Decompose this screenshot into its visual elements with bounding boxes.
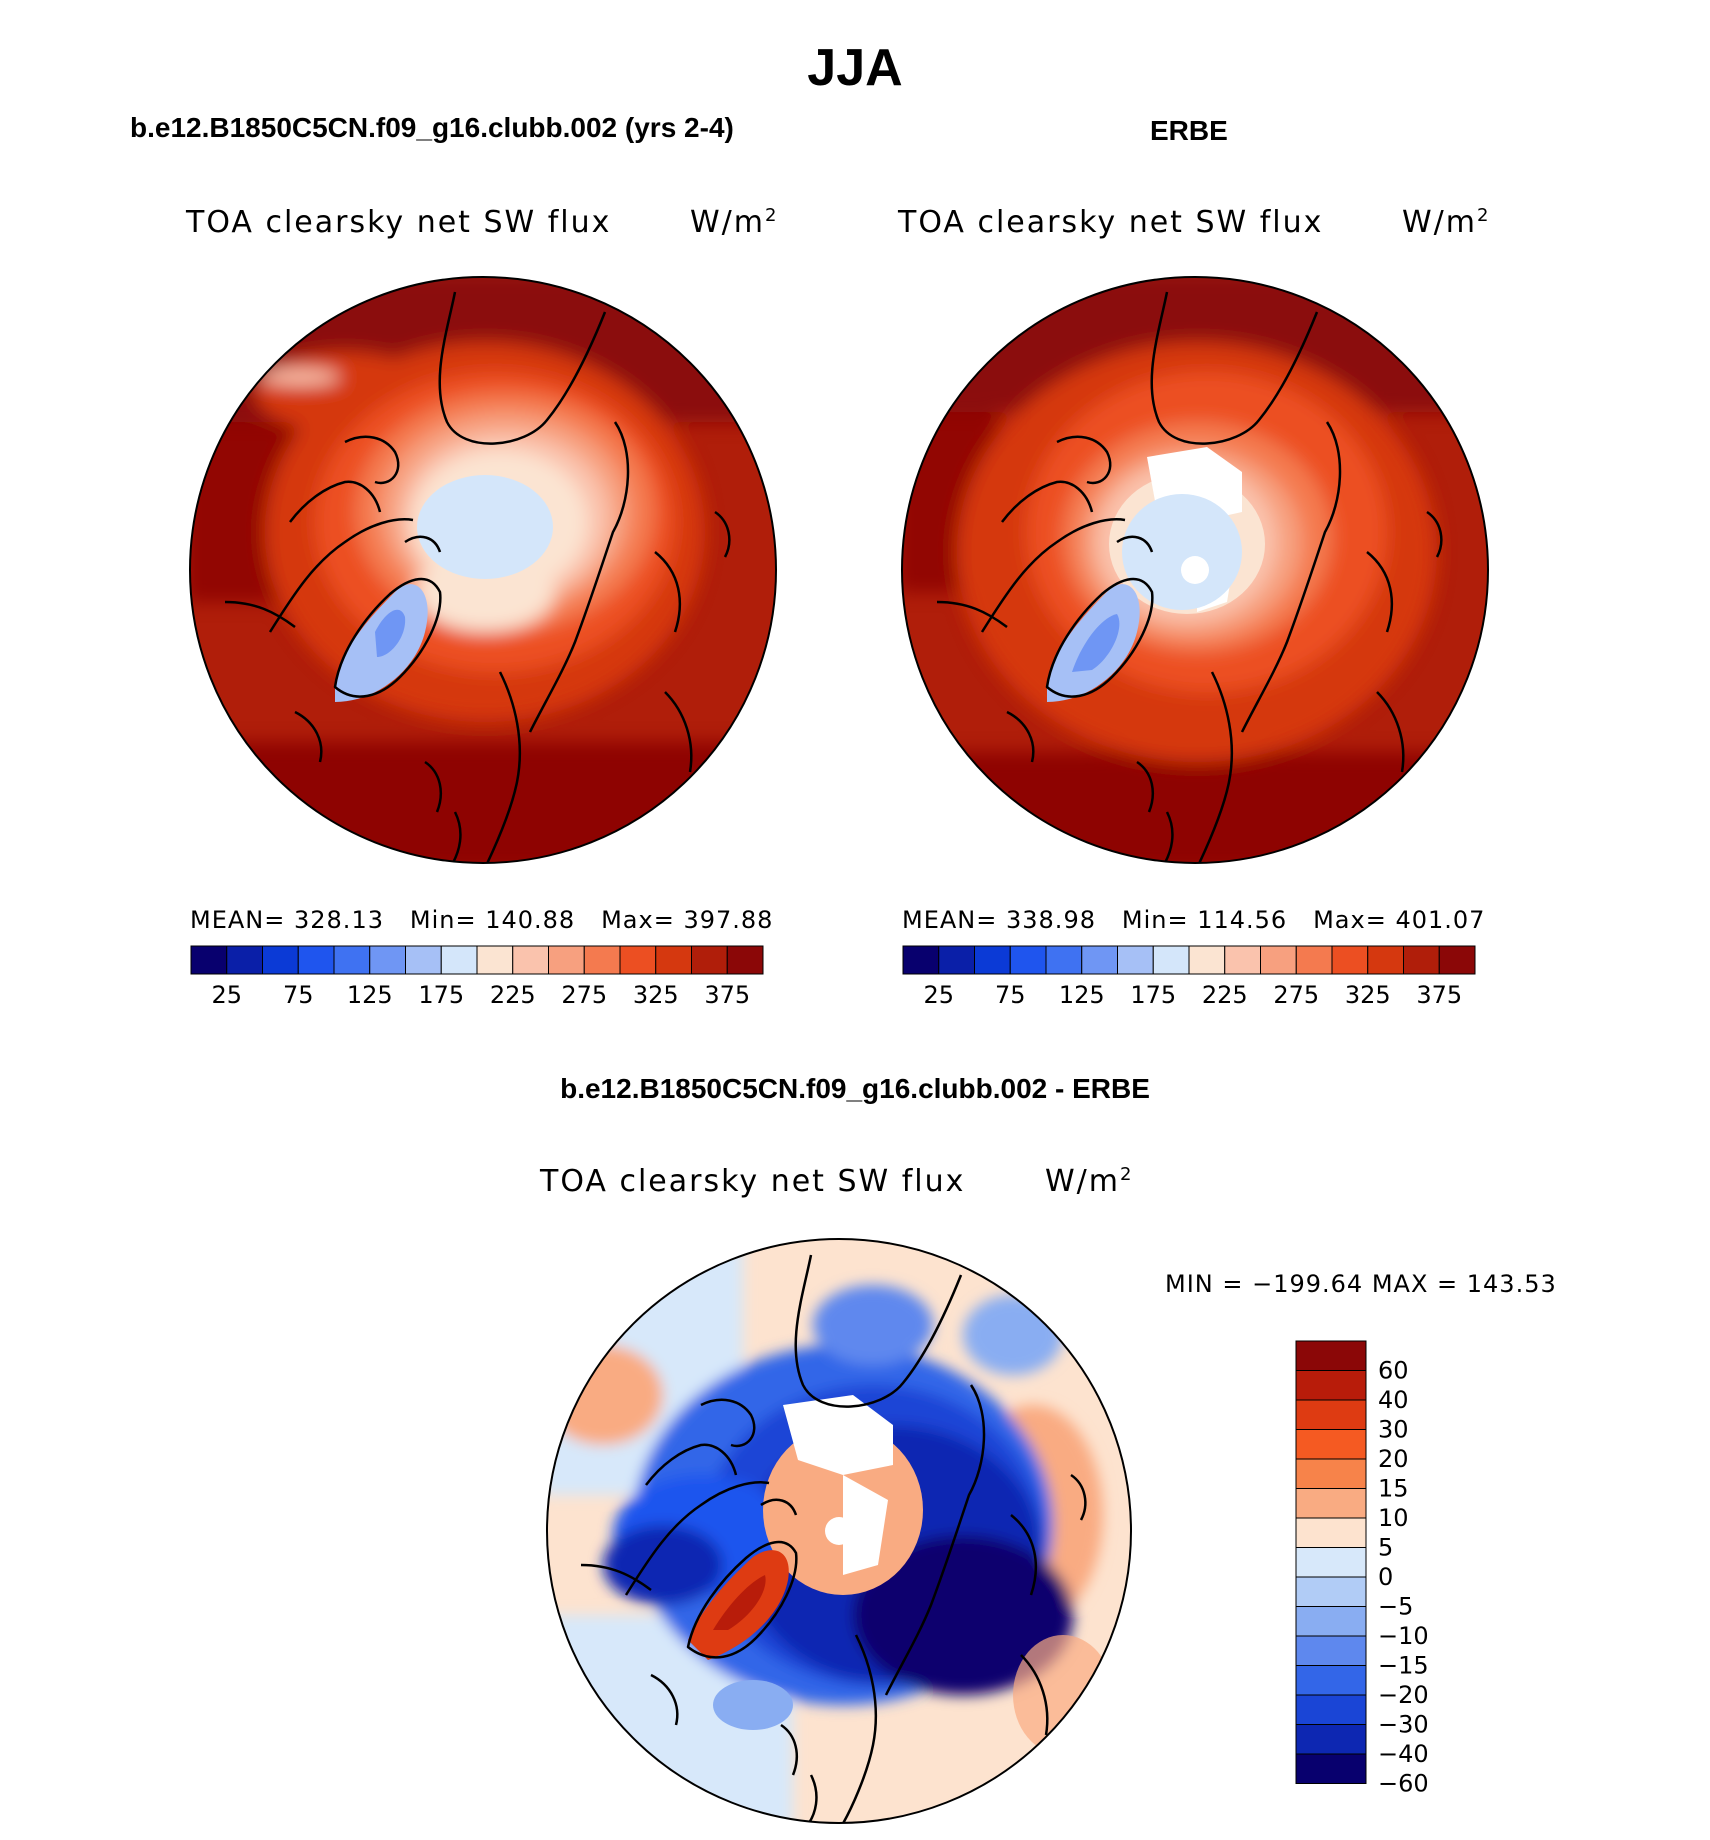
colorbar-tick-label: −40 bbox=[1378, 1740, 1429, 1768]
colorbar-swatch bbox=[1295, 1517, 1367, 1548]
colorbar-swatch bbox=[1295, 1547, 1367, 1578]
colorbar-tick-label: 125 bbox=[347, 981, 393, 1009]
obs-colorbar: 25 75 125 175 225 275 325 375 bbox=[902, 945, 1476, 1009]
colorbar-swatch bbox=[938, 945, 975, 975]
colorbar-tick-label: 15 bbox=[1378, 1475, 1409, 1503]
colorbar-swatch bbox=[974, 945, 1011, 975]
colorbar-tick-label: 325 bbox=[633, 981, 679, 1009]
colorbar-swatch bbox=[512, 945, 549, 975]
diff-units: W/m2 bbox=[1045, 1164, 1134, 1199]
colorbar-swatch bbox=[1081, 945, 1118, 975]
colorbar-swatch bbox=[1188, 945, 1226, 975]
colorbar-swatch bbox=[583, 945, 621, 975]
colorbar-tick-label: −15 bbox=[1378, 1652, 1429, 1680]
obs-units: W/m2 bbox=[1402, 205, 1491, 240]
colorbar-tick-label: 125 bbox=[1059, 981, 1105, 1009]
colorbar-tick-label: −5 bbox=[1378, 1593, 1413, 1621]
diff-polar-map bbox=[546, 1238, 1132, 1824]
colorbar-tick-label: 325 bbox=[1345, 981, 1391, 1009]
colorbar-tick-label: 375 bbox=[1416, 981, 1462, 1009]
colorbar-tick-label: 375 bbox=[704, 981, 750, 1009]
colorbar-swatch bbox=[1295, 1694, 1367, 1725]
colorbar-swatch bbox=[226, 945, 263, 975]
colorbar-swatch bbox=[1331, 945, 1369, 975]
model-stats: MEAN= 328.13 Min= 140.88 Max= 397.88 bbox=[190, 906, 774, 934]
colorbar-swatch bbox=[1295, 1399, 1367, 1430]
colorbar-tick-label: 75 bbox=[283, 981, 314, 1009]
colorbar-swatch bbox=[1295, 945, 1333, 975]
colorbar-swatch bbox=[1009, 945, 1047, 975]
diff-panel-header: b.e12.B1850C5CN.f09_g16.clubb.002 - ERBE bbox=[560, 1073, 1150, 1104]
colorbar-tick-label: 40 bbox=[1378, 1386, 1409, 1414]
colorbar-swatch bbox=[440, 945, 478, 975]
colorbar-tick-label: −60 bbox=[1378, 1770, 1429, 1798]
colorbar-swatch bbox=[1295, 1488, 1367, 1519]
model-panel-header: b.e12.B1850C5CN.f09_g16.clubb.002 (yrs 2… bbox=[130, 112, 734, 143]
colorbar-tick-label: 20 bbox=[1378, 1445, 1409, 1473]
colorbar-tick-label: 25 bbox=[923, 981, 954, 1009]
colorbar-swatch bbox=[1260, 945, 1297, 975]
colorbar-swatch bbox=[1295, 1724, 1367, 1755]
colorbar-swatch bbox=[333, 945, 371, 975]
obs-stats: MEAN= 338.98 Min= 114.56 Max= 401.07 bbox=[902, 906, 1486, 934]
colorbar-tick-label: 225 bbox=[1202, 981, 1248, 1009]
obs-panel-header: ERBE bbox=[1150, 115, 1228, 146]
colorbar-tick-label: 10 bbox=[1378, 1504, 1409, 1532]
colorbar-swatch bbox=[1295, 1340, 1367, 1371]
obs-polar-map bbox=[901, 276, 1489, 864]
colorbar-swatch bbox=[1295, 1635, 1367, 1666]
colorbar-tick-label: 175 bbox=[418, 981, 464, 1009]
obs-variable-title: TOA clearsky net SW flux bbox=[898, 205, 1324, 240]
colorbar-tick-label: 0 bbox=[1378, 1563, 1393, 1591]
colorbar-swatch bbox=[1295, 1458, 1367, 1489]
colorbar-swatch bbox=[1295, 1576, 1367, 1607]
diff-minmax: MIN = −199.64 MAX = 143.53 bbox=[1165, 1270, 1557, 1298]
colorbar-tick-label: 30 bbox=[1378, 1416, 1409, 1444]
colorbar-tick-label: 275 bbox=[1273, 981, 1319, 1009]
colorbar-tick-label: 225 bbox=[490, 981, 536, 1009]
model-polar-map bbox=[189, 276, 777, 864]
colorbar-tick-label: 75 bbox=[995, 981, 1026, 1009]
colorbar-tick-label: 175 bbox=[1130, 981, 1176, 1009]
colorbar-swatch bbox=[1367, 945, 1404, 975]
colorbar-swatch bbox=[297, 945, 335, 975]
colorbar-tick-label: 25 bbox=[211, 981, 242, 1009]
colorbar-swatch bbox=[619, 945, 657, 975]
colorbar-swatch bbox=[548, 945, 585, 975]
colorbar-swatch bbox=[190, 945, 228, 975]
colorbar-swatch bbox=[262, 945, 299, 975]
colorbar-swatch bbox=[1403, 945, 1440, 975]
colorbar-swatch bbox=[369, 945, 406, 975]
colorbar-swatch bbox=[476, 945, 514, 975]
colorbar-swatch bbox=[726, 945, 764, 975]
page-title: JJA bbox=[807, 39, 903, 97]
colorbar-swatch bbox=[691, 945, 728, 975]
colorbar-swatch bbox=[902, 945, 940, 975]
colorbar-tick-label: −20 bbox=[1378, 1681, 1429, 1709]
colorbar-tick-label: 5 bbox=[1378, 1534, 1393, 1562]
diff-variable-title: TOA clearsky net SW flux bbox=[540, 1164, 966, 1199]
colorbar-swatch bbox=[655, 945, 692, 975]
colorbar-swatch bbox=[1295, 1429, 1367, 1460]
colorbar-swatch bbox=[1295, 1665, 1367, 1696]
colorbar-tick-label: −10 bbox=[1378, 1622, 1429, 1650]
colorbar-swatch bbox=[1295, 1753, 1367, 1784]
colorbar-swatch bbox=[1117, 945, 1154, 975]
colorbar-swatch bbox=[1045, 945, 1083, 975]
model-variable-title: TOA clearsky net SW flux bbox=[186, 205, 612, 240]
model-colorbar: 25 75 125 175 225 275 325 375 bbox=[190, 945, 764, 1009]
colorbar-swatch bbox=[1295, 1370, 1367, 1401]
colorbar-swatch bbox=[1152, 945, 1190, 975]
colorbar-swatch bbox=[1224, 945, 1261, 975]
model-units: W/m2 bbox=[690, 205, 779, 240]
colorbar-tick-label: −30 bbox=[1378, 1711, 1429, 1739]
colorbar-tick-label: 60 bbox=[1378, 1357, 1409, 1385]
colorbar-tick-label: 275 bbox=[561, 981, 607, 1009]
colorbar-swatch bbox=[1438, 945, 1476, 975]
colorbar-swatch bbox=[1295, 1606, 1367, 1637]
colorbar-swatch bbox=[405, 945, 442, 975]
